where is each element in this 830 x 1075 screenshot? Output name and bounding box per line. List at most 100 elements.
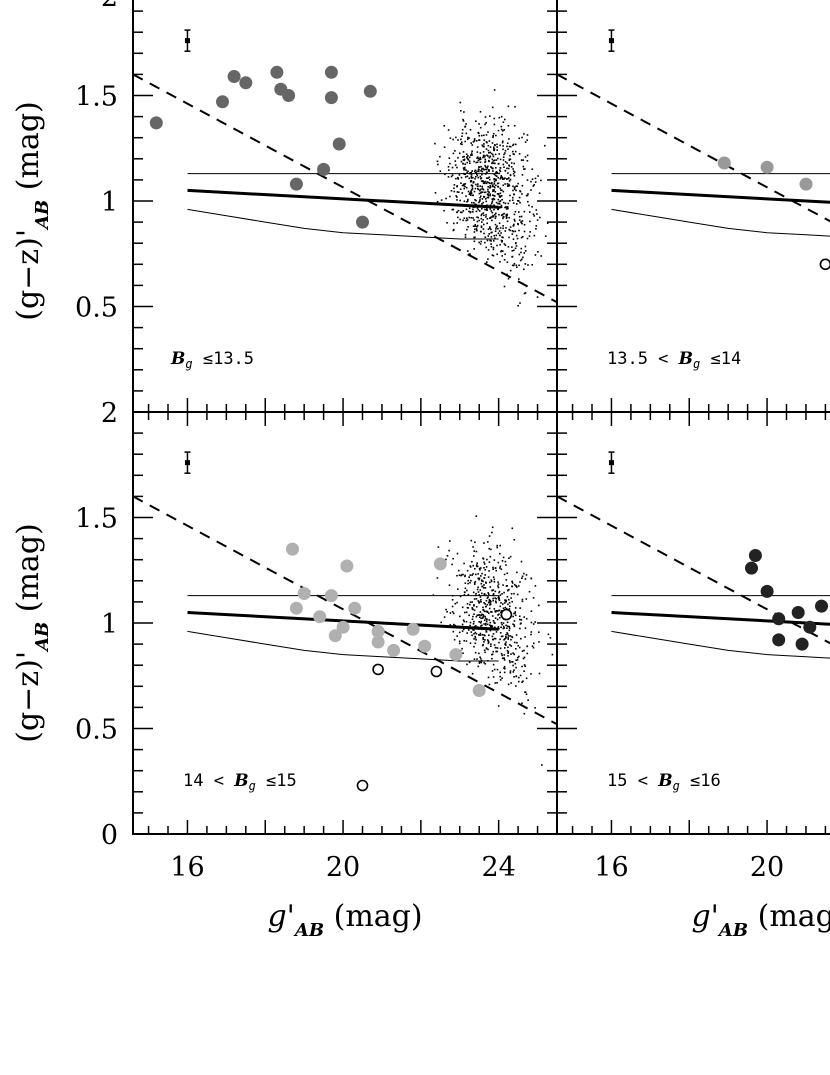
field-point bbox=[537, 175, 539, 177]
x-axis-title: g'AB (mag) bbox=[691, 899, 830, 941]
field-point bbox=[474, 225, 476, 227]
field-point bbox=[470, 154, 472, 157]
field-point bbox=[466, 217, 468, 219]
field-point bbox=[501, 176, 503, 178]
field-point bbox=[466, 219, 469, 221]
field-point bbox=[507, 603, 509, 606]
red-sequence-lower-line bbox=[187, 630, 499, 662]
field-point bbox=[478, 614, 480, 616]
field-point bbox=[530, 673, 532, 675]
field-point bbox=[468, 137, 470, 139]
field-point bbox=[500, 250, 502, 253]
field-point bbox=[503, 259, 506, 261]
field-point bbox=[489, 621, 492, 624]
field-point bbox=[473, 633, 475, 635]
field-point bbox=[479, 185, 481, 187]
field-point bbox=[523, 664, 526, 666]
field-point bbox=[504, 183, 506, 185]
field-point bbox=[507, 125, 510, 127]
field-point bbox=[483, 134, 485, 137]
field-point bbox=[499, 671, 501, 674]
field-point bbox=[482, 168, 485, 171]
field-point bbox=[540, 179, 542, 182]
field-point bbox=[509, 605, 511, 608]
field-point bbox=[488, 233, 490, 235]
field-point bbox=[499, 675, 501, 678]
field-point bbox=[502, 607, 505, 610]
field-point bbox=[467, 190, 470, 193]
field-point bbox=[462, 167, 465, 169]
field-point bbox=[486, 181, 489, 183]
field-point bbox=[500, 239, 503, 242]
field-point bbox=[506, 572, 508, 575]
field-point bbox=[469, 581, 471, 584]
field-point bbox=[504, 202, 507, 205]
field-point bbox=[514, 612, 516, 615]
field-point bbox=[493, 581, 496, 583]
field-point bbox=[461, 623, 464, 626]
field-point bbox=[487, 592, 489, 594]
field-point bbox=[475, 515, 478, 517]
field-point bbox=[501, 560, 504, 562]
field-point bbox=[513, 669, 515, 671]
field-point bbox=[483, 602, 485, 604]
open-point bbox=[819, 258, 830, 271]
field-point bbox=[512, 189, 514, 192]
field-point bbox=[489, 185, 492, 187]
field-point bbox=[489, 151, 491, 154]
field-point bbox=[481, 180, 484, 183]
field-point bbox=[497, 705, 500, 707]
field-point bbox=[491, 635, 494, 638]
field-point bbox=[497, 585, 499, 587]
member-point bbox=[717, 156, 731, 170]
field-point bbox=[516, 571, 518, 574]
field-point bbox=[549, 637, 552, 639]
label-var: B bbox=[678, 349, 693, 369]
field-point bbox=[460, 141, 463, 143]
field-point bbox=[451, 174, 454, 176]
field-point bbox=[466, 200, 469, 202]
field-point bbox=[468, 207, 471, 209]
field-point bbox=[490, 166, 492, 168]
field-point bbox=[475, 199, 477, 202]
field-point bbox=[529, 211, 531, 213]
field-point bbox=[479, 199, 481, 201]
field-point bbox=[452, 557, 454, 560]
field-point bbox=[491, 199, 494, 201]
field-point bbox=[537, 251, 539, 253]
field-point bbox=[518, 153, 521, 155]
label-var: B bbox=[657, 771, 672, 791]
field-point bbox=[480, 625, 482, 627]
field-point bbox=[507, 202, 510, 205]
field-point bbox=[499, 679, 502, 681]
field-point bbox=[524, 245, 527, 248]
field-point bbox=[468, 210, 470, 213]
field-point bbox=[514, 662, 517, 665]
field-point bbox=[474, 236, 476, 239]
field-point bbox=[519, 618, 521, 621]
field-point bbox=[470, 631, 473, 633]
field-point bbox=[451, 166, 454, 169]
field-point bbox=[462, 163, 464, 165]
field-point bbox=[482, 638, 485, 641]
field-point bbox=[481, 170, 484, 173]
field-point bbox=[471, 186, 474, 188]
field-point bbox=[527, 264, 529, 266]
field-point bbox=[495, 226, 498, 229]
field-point bbox=[539, 216, 541, 219]
field-point bbox=[521, 174, 524, 176]
y-tick-label: 0 bbox=[101, 820, 118, 851]
field-point bbox=[467, 170, 469, 173]
field-point bbox=[500, 621, 503, 624]
field-point bbox=[501, 657, 504, 660]
panel-label: 14 < Bg ≤15 bbox=[183, 771, 297, 793]
field-point bbox=[511, 580, 513, 583]
field-point bbox=[490, 245, 493, 248]
field-point bbox=[471, 608, 474, 610]
field-point bbox=[501, 677, 503, 679]
field-point bbox=[494, 195, 496, 197]
field-point bbox=[494, 174, 497, 177]
field-point bbox=[484, 569, 487, 571]
field-point bbox=[485, 622, 487, 625]
field-point bbox=[536, 296, 539, 298]
